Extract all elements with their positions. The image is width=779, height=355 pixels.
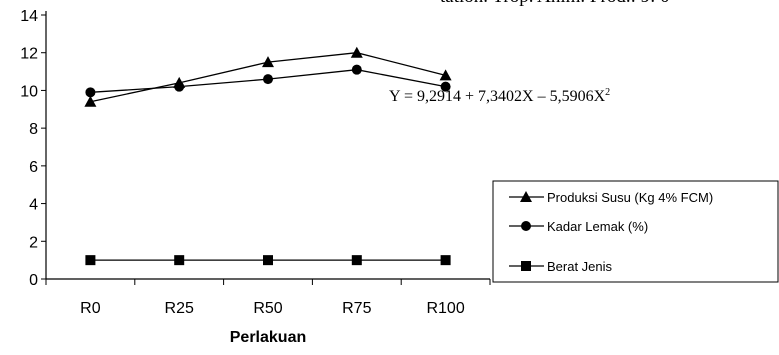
header-text-fragment: tation. Trop. Anim. Prod.: 9: 0 — [440, 0, 670, 8]
regression-equation: Y = 9,2914 + 7,3402X – 5,5906X2 — [389, 87, 610, 105]
x-tick-label: R0 — [80, 300, 101, 317]
legend-marker-triangle — [520, 191, 532, 202]
data-point-triangle — [262, 56, 274, 68]
legend-box — [492, 180, 779, 283]
y-tick-label: 6 — [29, 159, 38, 176]
y-tick-label: 4 — [29, 197, 38, 214]
legend-marker-square — [521, 261, 531, 271]
x-tick-label: R100 — [426, 300, 464, 317]
y-tick-label: 12 — [20, 46, 38, 63]
x-tick-label: R75 — [342, 300, 371, 317]
y-tick-label: 2 — [29, 234, 38, 251]
data-point-square — [440, 255, 451, 266]
data-point-circle — [263, 74, 273, 85]
data-point-square — [351, 255, 362, 266]
data-point-circle — [85, 87, 96, 98]
data-point-triangle — [84, 95, 97, 107]
data-point-triangle — [350, 46, 363, 58]
x-axis-title: Perlakuan — [230, 329, 306, 346]
x-tick-label: R25 — [165, 300, 194, 317]
legend-label: Produksi Susu (Kg 4% FCM) — [547, 190, 713, 205]
x-tick-label: R50 — [253, 300, 282, 317]
data-point-circle — [174, 81, 185, 92]
y-tick-label: 10 — [20, 83, 38, 100]
y-tick-label: 14 — [20, 8, 38, 25]
legend-marker-circle — [521, 221, 531, 231]
y-tick-label: 8 — [29, 121, 38, 138]
data-point-circle — [440, 81, 451, 92]
legend-label: Berat Jenis — [547, 259, 613, 274]
data-point-triangle — [439, 69, 452, 81]
data-point-square — [85, 255, 96, 266]
data-point-circle — [351, 64, 362, 75]
y-tick-label: 0 — [29, 272, 38, 289]
legend-label: Kadar Lemak (%) — [547, 219, 648, 234]
data-point-square — [263, 255, 273, 266]
data-point-square — [174, 255, 185, 266]
